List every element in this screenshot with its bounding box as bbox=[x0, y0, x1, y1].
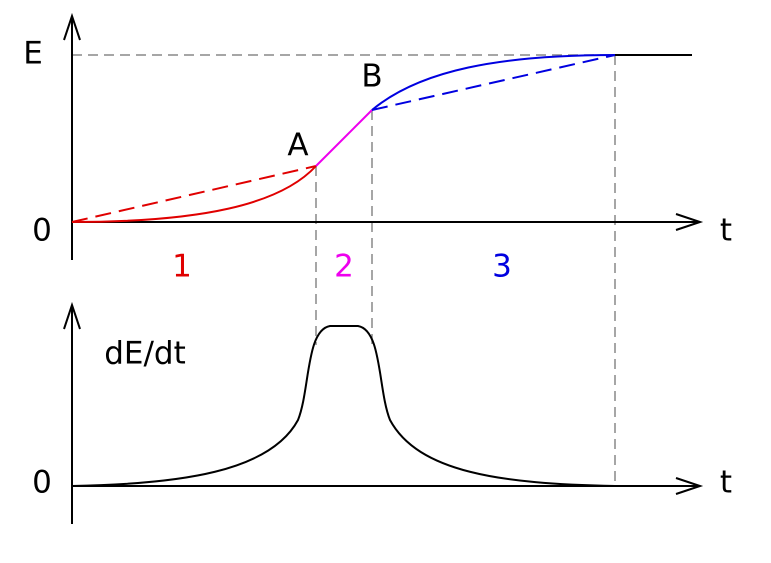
x-label: t bbox=[720, 213, 732, 249]
point-label: B bbox=[361, 59, 382, 95]
point-label: A bbox=[287, 128, 308, 164]
x-label: t bbox=[720, 465, 732, 501]
origin-label: 0 bbox=[32, 213, 52, 249]
arrow bbox=[675, 477, 704, 495]
y-label: dE/dt bbox=[104, 336, 186, 372]
region-label: 3 bbox=[492, 249, 512, 285]
curve-2 bbox=[315, 109, 373, 167]
curve-3 bbox=[371, 54, 616, 111]
curve-1 bbox=[71, 165, 317, 223]
arrow bbox=[63, 12, 81, 41]
rate-curve bbox=[71, 325, 616, 487]
arrow bbox=[63, 301, 81, 330]
origin-label: 0 bbox=[32, 465, 52, 501]
region-label: 2 bbox=[334, 249, 354, 285]
secant-1 bbox=[71, 165, 317, 223]
region-label: 1 bbox=[172, 249, 192, 285]
y-label: E bbox=[23, 36, 43, 72]
secant-3 bbox=[371, 54, 616, 111]
arrow bbox=[675, 213, 704, 231]
